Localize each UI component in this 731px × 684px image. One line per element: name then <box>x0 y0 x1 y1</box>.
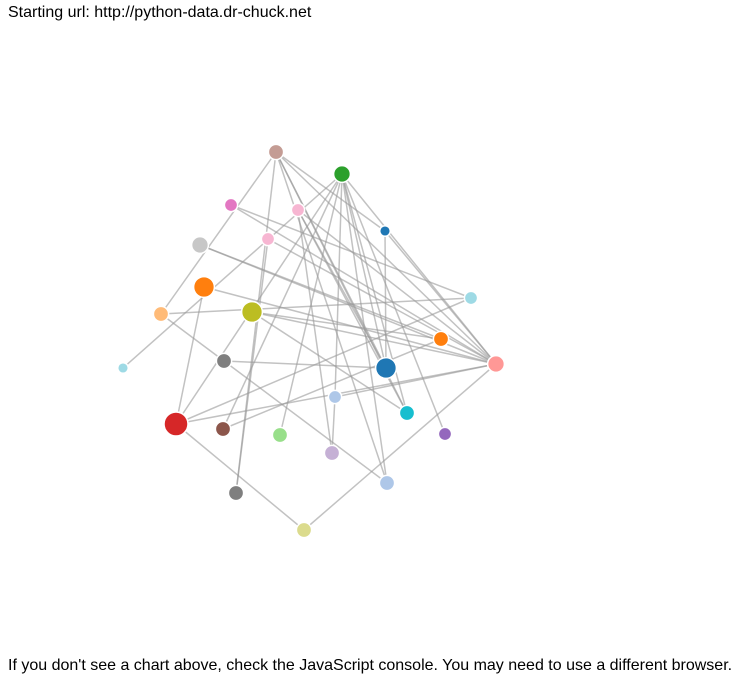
node-n5[interactable] <box>260 231 276 247</box>
force-graph[interactable] <box>0 0 731 640</box>
node-n25[interactable] <box>295 521 313 539</box>
node-n19[interactable] <box>214 420 232 438</box>
link-n1-n13 <box>341 173 387 369</box>
link-n14-n16 <box>334 363 497 398</box>
link-n5-n23 <box>235 238 269 494</box>
starting-url-line: Starting url: http://python-data.dr-chuc… <box>8 4 311 22</box>
node-n16[interactable] <box>327 389 343 405</box>
link-n16-n21 <box>331 396 336 454</box>
node-n0[interactable] <box>267 143 285 161</box>
link-n4-n13 <box>384 230 387 369</box>
link-n0-n10 <box>160 151 277 315</box>
link-n25-n18 <box>175 423 305 531</box>
node-n3[interactable] <box>290 202 306 218</box>
node-n14[interactable] <box>486 354 506 374</box>
link-n1-n17 <box>341 173 408 414</box>
starting-url-value: http://python-data.dr-chuck.net <box>94 4 312 21</box>
node-n13[interactable] <box>374 356 398 380</box>
link-n1-n19 <box>222 173 343 430</box>
link-n8-n11 <box>251 311 442 340</box>
link-n3-n14 <box>297 209 497 365</box>
node-n12[interactable] <box>215 352 233 370</box>
link-n8-n17 <box>251 311 408 414</box>
node-n8[interactable] <box>240 300 264 324</box>
node-n15[interactable] <box>116 361 130 375</box>
node-n9[interactable] <box>463 290 479 306</box>
link-n6-n11 <box>199 244 442 340</box>
link-n2-n14 <box>230 204 497 365</box>
link-n3-n21 <box>297 209 333 454</box>
node-n20[interactable] <box>271 426 289 444</box>
link-n0-n14 <box>275 151 497 365</box>
link-n11-n19 <box>222 338 442 430</box>
browser-warning: If you don't see a chart above, check th… <box>8 657 731 674</box>
nodes-layer <box>116 143 506 539</box>
node-n21[interactable] <box>323 444 341 462</box>
node-n17[interactable] <box>398 404 416 422</box>
node-n24[interactable] <box>378 474 396 492</box>
link-n12-n13 <box>223 360 387 369</box>
link-n12-n24 <box>223 360 388 484</box>
node-n2[interactable] <box>223 197 239 213</box>
link-n14-n25 <box>303 363 497 531</box>
link-n3-n17 <box>297 209 408 414</box>
link-n4-n14 <box>384 230 497 365</box>
node-n6[interactable] <box>190 235 210 255</box>
link-n5-n14 <box>267 238 497 365</box>
link-n7-n18 <box>175 286 205 425</box>
node-n7[interactable] <box>192 275 216 299</box>
node-n10[interactable] <box>152 305 170 323</box>
node-n4[interactable] <box>378 224 392 238</box>
node-n23[interactable] <box>227 484 245 502</box>
node-n11[interactable] <box>432 330 450 348</box>
starting-url-label: Starting url: <box>8 4 90 21</box>
link-n1-n22 <box>341 173 446 435</box>
link-n10-n12 <box>160 313 225 362</box>
links-layer <box>122 151 497 531</box>
link-n9-n10 <box>160 297 472 315</box>
link-n8-n14 <box>251 311 497 365</box>
link-n9-n18 <box>175 297 472 425</box>
link-n1-n18 <box>175 173 343 425</box>
link-n1-n15 <box>122 173 343 369</box>
node-n18[interactable] <box>163 411 189 437</box>
node-n1[interactable] <box>332 164 352 184</box>
node-n22[interactable] <box>437 426 453 442</box>
